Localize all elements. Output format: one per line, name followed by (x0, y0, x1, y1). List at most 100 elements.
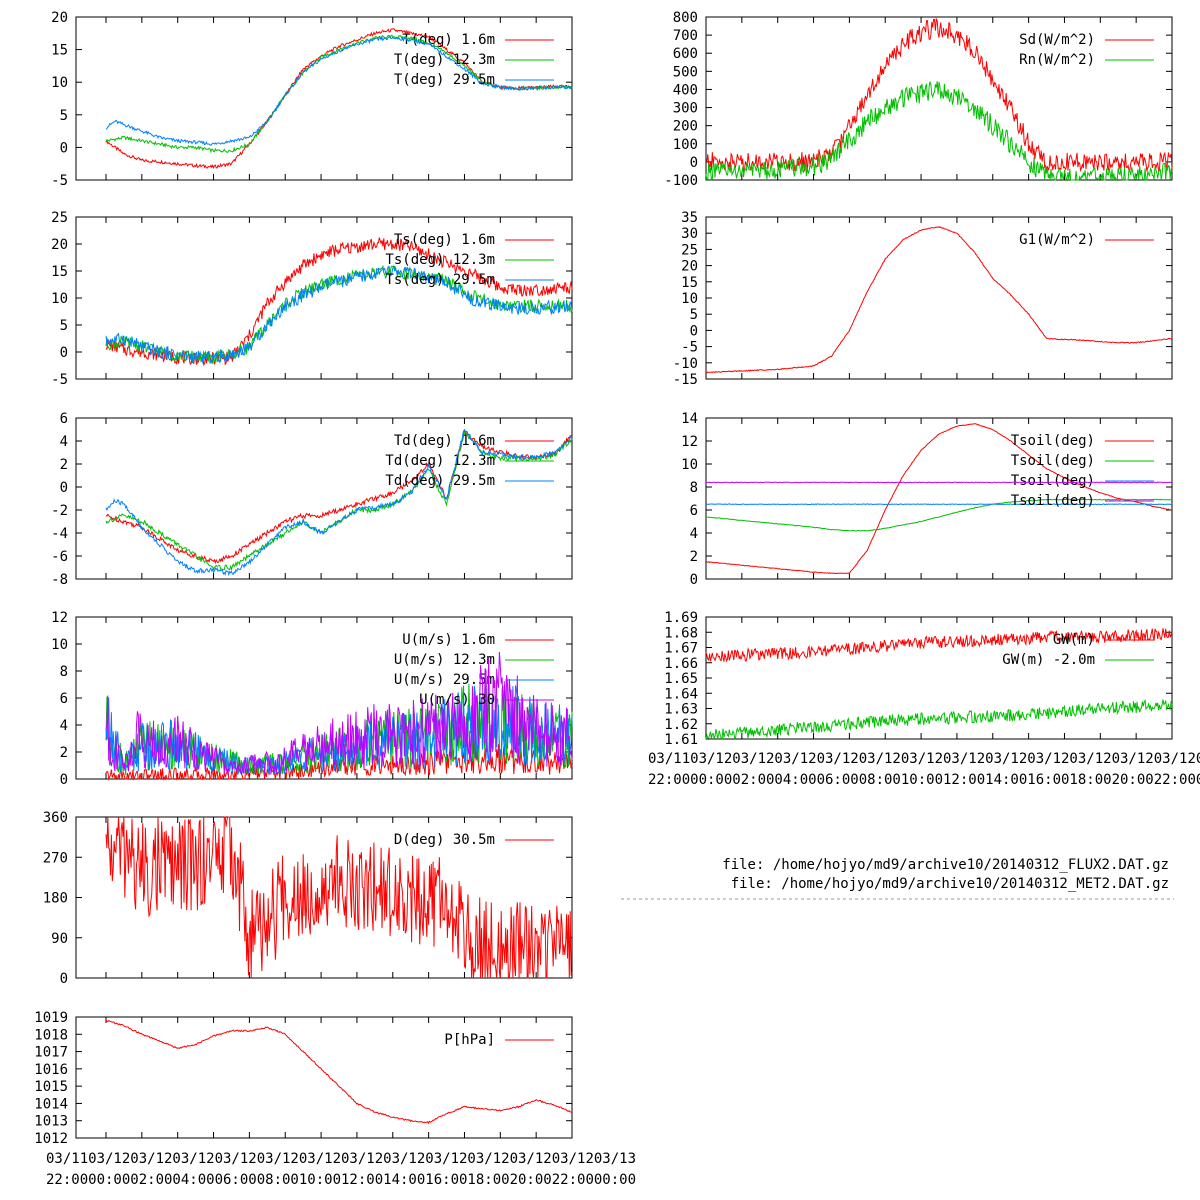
y-tick-label: 700 (673, 28, 698, 44)
y-tick-label: -15 (673, 372, 698, 388)
chart-panel-sonic-temp: 25 20 15 10 5 0 -5 Ts(deg) 1.6m Ts(deg) 12.3m Ts(… (51, 210, 573, 388)
y-tick-label: 0 (60, 772, 68, 788)
y-tick-label: -5 (681, 340, 698, 356)
legend-label: D(deg) 30.5m (394, 832, 495, 848)
y-tick-label: 0 (690, 572, 698, 588)
time-axis-times-right: 22:0000:0002:0004:0006:0008:0010:0012:00… (648, 772, 1200, 788)
legend-label: Tsoil(deg) (1011, 453, 1095, 469)
chart-panel-groundwater: 1.691.681.671.661.651.641.631.621.61 GW(m… (664, 610, 1173, 748)
y-tick-label: 8 (690, 480, 698, 496)
y-tick-label: 6 (690, 503, 698, 519)
y-tick-label: -6 (51, 549, 68, 565)
plot-frame (705, 417, 1173, 580)
y-tick-label: 1014 (34, 1096, 68, 1112)
legend-label: Sd(W/m^2) (1019, 32, 1095, 48)
series-line-1 (105, 237, 573, 367)
legend-label: T(deg) 29.5m (394, 72, 495, 88)
y-tick-label: 270 (43, 850, 68, 866)
legend-label: Rn(W/m^2) (1019, 52, 1095, 68)
y-tick-label: 6 (60, 691, 68, 707)
legend-label: GW(m) (1053, 632, 1095, 648)
legend-label: U(m/s) 30 (419, 692, 495, 708)
y-tick-label: 20 (681, 259, 698, 275)
y-tick-label: 0 (60, 345, 68, 361)
y-tick-label: 1012 (34, 1131, 68, 1147)
y-tick-label: 1.63 (664, 702, 698, 718)
y-tick-label: 20 (51, 10, 68, 26)
y-tick-label: 1015 (34, 1079, 68, 1095)
y-tick-label: 4 (60, 434, 68, 450)
y-tick-label: 14 (681, 411, 698, 427)
legend-label: Ts(deg) 29.5m (385, 272, 495, 288)
y-tick-label: -100 (664, 173, 698, 189)
y-tick-label: 200 (673, 119, 698, 135)
y-tick-label: 1.64 (664, 686, 698, 702)
y-tick-label: 90 (51, 931, 68, 947)
y-tick-label: 1013 (34, 1114, 68, 1130)
y-tick-label: 360 (43, 810, 68, 826)
y-tick-label: 2 (690, 549, 698, 565)
y-tick-label: 1.69 (664, 610, 698, 626)
y-tick-label: 0 (60, 480, 68, 496)
series-line-3 (705, 503, 1173, 506)
legend-label: Tsoil(deg) (1011, 493, 1095, 509)
series-line-2 (705, 698, 1173, 741)
series-line-2 (105, 264, 573, 364)
legend-label: P[hPa] (444, 1032, 495, 1048)
legend-label: U(m/s) 29.5m (394, 672, 495, 688)
y-tick-label: 5 (60, 318, 68, 334)
y-tick-label: 1.66 (664, 656, 698, 672)
plot-frame (705, 216, 1173, 380)
y-tick-label: 10 (681, 457, 698, 473)
y-tick-label: 6 (60, 411, 68, 427)
y-tick-label: 8 (60, 664, 68, 680)
plot-frame (705, 16, 1173, 181)
plot-frame (75, 16, 573, 181)
y-tick-label: 1017 (34, 1045, 68, 1061)
y-tick-label: 2 (60, 745, 68, 761)
legend-label: G1(W/m^2) (1019, 232, 1095, 248)
y-tick-label: 5 (60, 108, 68, 124)
y-tick-label: 10 (51, 75, 68, 91)
y-tick-label: 5 (690, 307, 698, 323)
series-line-2 (705, 498, 1173, 532)
file-label-flux: file: /home/hojyo/md9/archive10/20140312… (722, 857, 1169, 873)
legend-label: U(m/s) 12.3m (394, 652, 495, 668)
y-tick-label: 1016 (34, 1062, 68, 1078)
y-tick-label: 1.68 (664, 625, 698, 641)
y-tick-label: -5 (51, 372, 68, 388)
y-tick-label: 0 (690, 155, 698, 171)
legend-label: T(deg) 12.3m (394, 52, 495, 68)
time-axis-dates: 03/1103/1203/1203/1203/1203/1203/1203/12… (46, 1151, 636, 1167)
y-tick-label: 25 (51, 210, 68, 226)
y-tick-label: 15 (681, 275, 698, 291)
series-line-3 (105, 428, 573, 577)
plot-frame (75, 417, 573, 580)
y-tick-label: 10 (681, 291, 698, 307)
y-tick-label: 300 (673, 101, 698, 117)
y-tick-label: 25 (681, 242, 698, 258)
y-tick-label: 12 (681, 434, 698, 450)
chart-panel-dewpoint: 6 4 2 0 -2 -4 -6 -8 Td(deg) 1.6m Td(deg) 12.3m Td(… (51, 411, 573, 588)
time-axis-dates-right: 03/1103/1203/1203/1203/1203/1203/1203/12… (648, 751, 1200, 767)
y-tick-label: 0 (60, 140, 68, 156)
y-tick-label: 15 (51, 264, 68, 280)
time-axis-times: 22:0000:0002:0004:0006:0008:0010:0012:00… (46, 1172, 636, 1188)
y-tick-label: -2 (51, 503, 68, 519)
chart-panel-soil-temp: 14 12 10 8 6 4 2 0 Tsoil(deg) Tsoil(deg) Tsoil(deg… (681, 411, 1173, 588)
y-tick-label: 4 (690, 526, 698, 542)
series-line-1 (705, 628, 1173, 663)
series-line-2 (705, 81, 1173, 182)
legend-label: Ts(deg) 1.6m (394, 232, 495, 248)
legend-label: Tsoil(deg) (1011, 433, 1095, 449)
y-tick-label: 1.67 (664, 641, 698, 657)
series-line-4 (705, 481, 1173, 484)
series-line-1 (105, 744, 573, 781)
y-tick-label: 1.61 (664, 732, 698, 748)
series-line-1 (105, 428, 573, 565)
plot-frame (75, 1016, 573, 1139)
file-label-met: file: /home/hojyo/md9/archive10/20140312… (731, 876, 1169, 892)
legend-label: Td(deg) 29.5m (385, 473, 495, 489)
